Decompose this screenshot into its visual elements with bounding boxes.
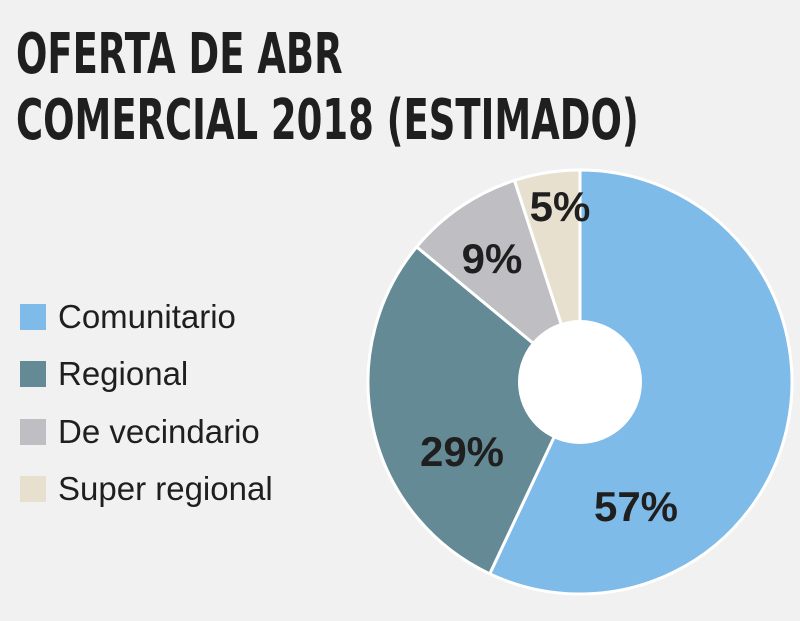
legend-swatch: [20, 476, 46, 503]
data-label: 5%: [530, 183, 591, 230]
legend-swatch: [20, 303, 46, 330]
legend-item-de-vecindario: De vecindario: [20, 403, 273, 461]
legend-item-comunitario: Comunitario: [20, 288, 273, 346]
chart-legend: Comunitario Regional De vecindario Super…: [20, 288, 273, 518]
slice-regional: [366, 245, 582, 576]
legend-label: Super regional: [58, 470, 273, 508]
legend-label: De vecindario: [58, 412, 260, 450]
data-label: 9%: [462, 235, 523, 282]
legend-item-super-regional: Super regional: [20, 461, 273, 519]
legend-label: Regional: [58, 355, 189, 393]
legend-swatch: [20, 418, 46, 445]
donut-hole: [518, 320, 642, 444]
chart-title-line-1: OFERTA DE ABR: [16, 22, 343, 87]
data-label: 57%: [594, 483, 678, 530]
legend-label: Comunitario: [58, 297, 236, 335]
legend-item-regional: Regional: [20, 346, 273, 404]
data-label: 29%: [420, 428, 504, 475]
legend-swatch: [20, 361, 46, 388]
slice-de-vecindario: [415, 178, 582, 384]
